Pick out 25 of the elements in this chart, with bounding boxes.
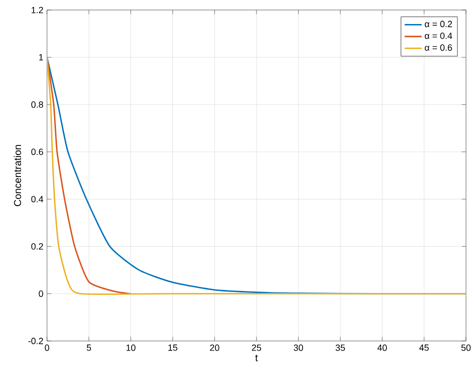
x-tick-label: 50: [461, 344, 471, 351]
x-tick-label: 5: [86, 344, 92, 351]
x-axis-title: t: [255, 354, 258, 362]
x-tick-label: 35: [336, 344, 345, 351]
y-tick-label: 1.2: [32, 6, 44, 14]
y-tick-label: 0.8: [31, 101, 44, 108]
y-tick-label: 0: [38, 290, 44, 297]
legend-label: α = 0.4: [424, 32, 452, 39]
x-tick-label: 15: [168, 344, 178, 351]
y-tick-label: 0.6: [31, 148, 44, 156]
y-tick-label: 0.2: [31, 243, 44, 250]
x-tick-label: 40: [377, 344, 387, 351]
x-tick-label: 20: [210, 344, 220, 351]
x-tick-label: 45: [419, 344, 429, 351]
y-tick-label: 1: [39, 54, 44, 60]
y-tick-label: 0.4: [31, 196, 44, 202]
line-series: [47, 56, 132, 294]
x-tick-label: 10: [126, 344, 136, 351]
x-tick-label: 0: [44, 344, 50, 351]
x-tick-label: 25: [252, 344, 262, 351]
y-axis-title: Concentration: [14, 145, 22, 206]
legend-label: α = 0.6: [424, 44, 452, 51]
x-tick-label: 30: [294, 344, 304, 351]
legend-label: α = 0.2: [424, 20, 452, 28]
y-tick-label: -0.2: [28, 338, 44, 344]
